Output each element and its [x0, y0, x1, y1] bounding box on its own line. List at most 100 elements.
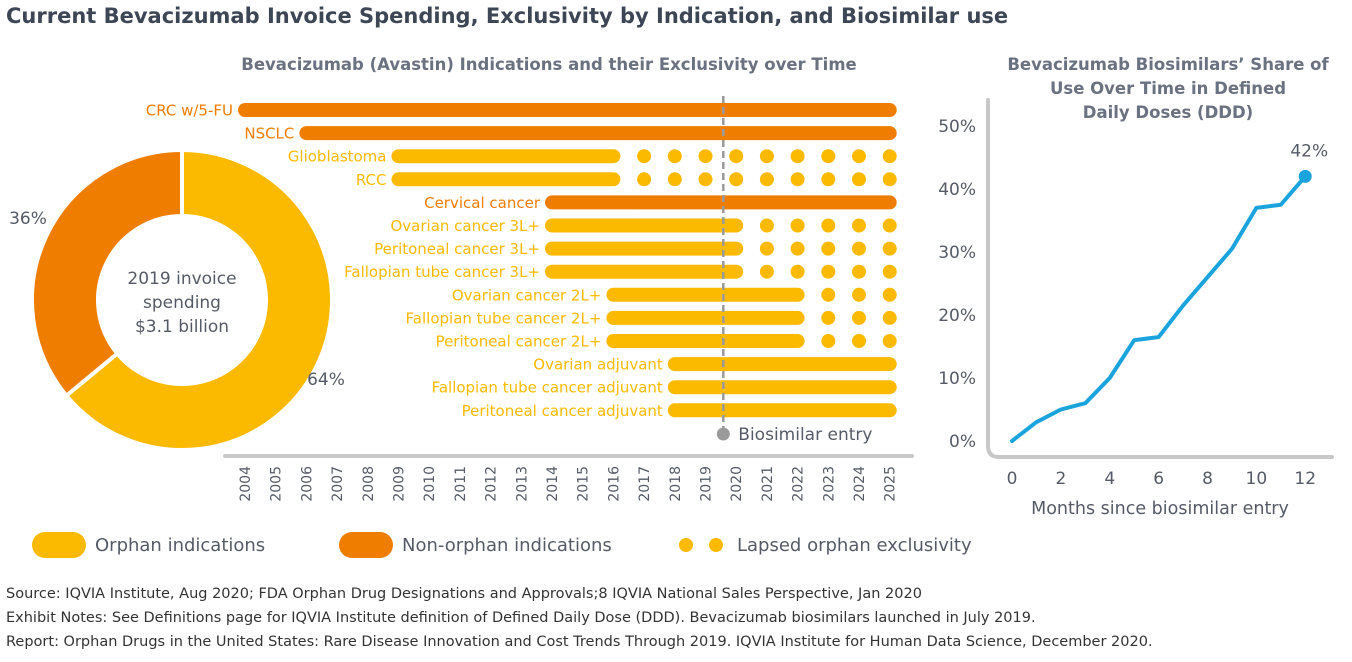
- timeline-year-tick: 2024: [852, 466, 868, 502]
- lapsed-exclusivity-dot: [882, 310, 897, 325]
- indication-label: Glioblastoma: [288, 148, 387, 166]
- line-chart-axes: [986, 98, 1334, 459]
- main-title: Current Bevacizumab Invoice Spending, Ex…: [6, 4, 1009, 28]
- lapsed-exclusivity-dot: [821, 241, 836, 256]
- indication-label: NSCLC: [244, 125, 294, 143]
- timeline-year-tick: 2022: [791, 466, 807, 502]
- lapsed-exclusivity-dot: [852, 287, 866, 302]
- line-chart-y-tick: 10%: [938, 369, 976, 389]
- legend-swatch-non_orphan: [339, 532, 393, 558]
- line-chart-x-tick: 12: [1294, 469, 1316, 489]
- footnote-source: Source: IQVIA Institute, Aug 2020; FDA O…: [6, 586, 922, 602]
- legend-swatch-orphan: [32, 532, 86, 558]
- lapsed-exclusivity-dot: [759, 264, 774, 279]
- donut-center-label: $3.1 billion: [135, 317, 229, 337]
- footnote-report: Report: Orphan Drugs in the United State…: [6, 634, 1153, 650]
- line-chart-y-tick: 0%: [949, 432, 976, 452]
- biosimilar-entry-label: Biosimilar entry: [738, 425, 872, 445]
- line-chart-y-tick: 20%: [938, 306, 976, 326]
- lapsed-exclusivity-dot: [637, 149, 652, 164]
- timeline-year-tick: 2017: [637, 466, 653, 502]
- timeline-year-tick: 2018: [668, 466, 684, 502]
- indication-label: Peritoneal cancer 3L+: [374, 240, 540, 258]
- lapsed-exclusivity-dot: [852, 264, 866, 279]
- timeline-year-tick: 2013: [514, 466, 530, 502]
- lapsed-exclusivity-dot: [882, 287, 897, 302]
- timeline-year-tick: 2008: [361, 466, 377, 502]
- line-chart-x-tick: 2: [1055, 469, 1066, 489]
- lapsed-exclusivity-dot: [821, 334, 836, 348]
- indication-label: Fallopian tube cancer adjuvant: [432, 379, 663, 397]
- lapsed-exclusivity-dot: [852, 218, 866, 233]
- timeline-year-tick: 2005: [269, 466, 285, 502]
- donut-slice-label: 36%: [9, 209, 47, 229]
- line-chart-y-tick: 40%: [938, 180, 976, 200]
- lapsed-exclusivity-dot: [667, 149, 682, 164]
- lapsed-exclusivity-dot: [790, 218, 805, 233]
- indication-label: Peritoneal cancer 2L+: [436, 333, 602, 351]
- lapsed-exclusivity-dot: [698, 149, 713, 164]
- timeline-year-tick: 2020: [729, 466, 745, 502]
- lapsed-exclusivity-dot: [821, 149, 836, 164]
- lapsed-exclusivity-dot: [790, 241, 805, 256]
- line-chart-x-tick: 0: [1007, 469, 1018, 489]
- indication-label: Ovarian cancer 3L+: [390, 217, 540, 235]
- indication-label: RCC: [356, 171, 387, 189]
- line-chart-x-tick: 4: [1104, 469, 1115, 489]
- lapsed-exclusivity-dot: [852, 172, 866, 187]
- timeline-year-tick: 2021: [760, 466, 776, 502]
- timeline-year-tick: 2016: [606, 466, 622, 502]
- line-chart-y-tick: 50%: [938, 117, 976, 137]
- lapsed-exclusivity-dot: [729, 149, 744, 164]
- donut-chart: 64% 36% 2019 invoice spending $3.1 billion: [9, 147, 345, 452]
- indication-label: Ovarian adjuvant: [533, 356, 663, 374]
- lapsed-exclusivity-dot: [667, 172, 682, 187]
- lapsed-exclusivity-dot: [759, 218, 774, 233]
- donut-slice-non-orphan-indications: [30, 147, 184, 399]
- legend-label-non_orphan: Non-orphan indications: [402, 535, 612, 556]
- lapsed-exclusivity-dot: [852, 310, 866, 325]
- lapsed-exclusivity-dot: [882, 241, 897, 256]
- indication-label: Ovarian cancer 2L+: [452, 286, 602, 304]
- biosimilar-share-line: [1010, 174, 1308, 443]
- timeline-year-tick: 2019: [699, 466, 715, 502]
- lapsed-exclusivity-dot: [821, 172, 836, 187]
- donut-center-label: 2019 invoice: [127, 269, 236, 289]
- footnote-exhibit-notes: Exhibit Notes: See Definitions page for …: [6, 610, 1036, 626]
- timeline-year-tick: 2011: [453, 466, 469, 502]
- lapsed-exclusivity-dot: [790, 149, 805, 164]
- indication-label: Cervical cancer: [424, 194, 541, 212]
- timeline-year-tick: 2023: [821, 466, 837, 502]
- lapsed-exclusivity-dot: [759, 172, 774, 187]
- lapsed-exclusivity-dot: [790, 172, 805, 187]
- lapsed-exclusivity-dot: [821, 264, 836, 279]
- lapsed-exclusivity-dot: [698, 172, 713, 187]
- legend-label-lapsed: Lapsed orphan exclusivity: [737, 535, 972, 556]
- lapsed-exclusivity-dot: [882, 218, 897, 233]
- legend-label-orphan: Orphan indications: [95, 535, 265, 556]
- timeline-year-tick: 2012: [484, 466, 500, 502]
- timeline-year-tick: 2015: [576, 466, 592, 502]
- line-chart-x-tick: 6: [1153, 469, 1164, 489]
- indication-label: CRC w/5-FU: [146, 102, 233, 120]
- timeline-chart: Bevacizumab (Avastin) Indications and th…: [146, 55, 914, 502]
- timeline-title: Bevacizumab (Avastin) Indications and th…: [241, 55, 856, 74]
- line-chart-x-tick: 10: [1246, 469, 1268, 489]
- legend: Orphan indications Non-orphan indications…: [32, 532, 972, 558]
- line-chart: Bevacizumab Biosimilars’ Share of Use Ove…: [938, 55, 1334, 519]
- timeline-year-tick: 2010: [422, 466, 438, 502]
- timeline-year-tick: 2007: [330, 466, 346, 502]
- line-chart-x-label: Months since biosimilar entry: [1031, 499, 1289, 519]
- lapsed-exclusivity-dot: [852, 241, 866, 256]
- lapsed-exclusivity-dot: [882, 264, 897, 279]
- line-chart-title: Bevacizumab Biosimilars’ Share of: [1007, 55, 1329, 74]
- timeline-year-tick: 2009: [392, 466, 408, 502]
- lapsed-exclusivity-dot: [637, 172, 652, 187]
- lapsed-exclusivity-dot: [759, 149, 774, 164]
- lapsed-exclusivity-dot: [729, 172, 744, 187]
- biosimilar-entry-marker: [716, 427, 730, 441]
- lapsed-exclusivity-dot: [790, 264, 805, 279]
- lapsed-exclusivity-dot: [821, 287, 836, 302]
- timeline-year-tick: 2004: [238, 466, 254, 502]
